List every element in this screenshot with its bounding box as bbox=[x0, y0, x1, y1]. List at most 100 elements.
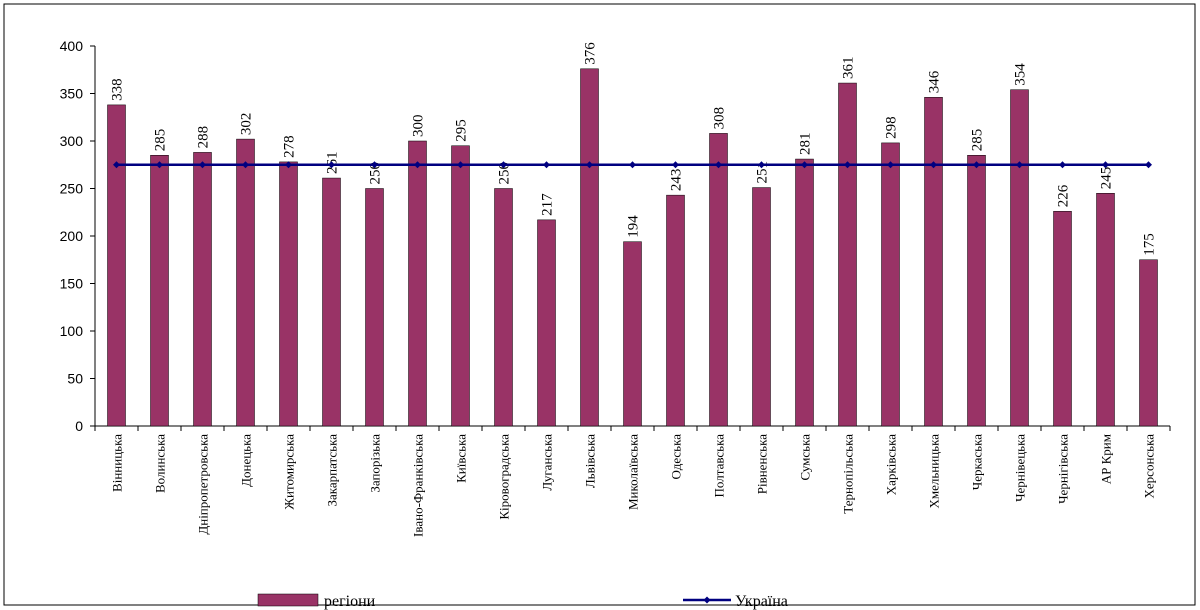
bar bbox=[666, 194, 685, 427]
x-tick-label: Запорізька bbox=[368, 434, 383, 493]
data-label: 281 bbox=[798, 133, 814, 156]
data-label: 354 bbox=[1013, 63, 1029, 86]
y-tick-label: 200 bbox=[60, 228, 84, 244]
y-tick-label: 250 bbox=[60, 181, 84, 197]
data-label: 338 bbox=[110, 78, 126, 101]
data-label: 295 bbox=[454, 119, 470, 142]
x-tick-label: Житомирська bbox=[282, 434, 297, 510]
marker bbox=[758, 161, 765, 169]
data-label: 194 bbox=[626, 215, 642, 238]
x-tick-label: Херсонська bbox=[1142, 434, 1157, 499]
bar bbox=[1010, 89, 1029, 427]
data-label: 245 bbox=[1099, 167, 1115, 190]
data-label: 298 bbox=[884, 116, 900, 139]
data-label: 288 bbox=[196, 126, 212, 149]
bar bbox=[494, 188, 513, 427]
marker bbox=[371, 161, 378, 169]
bar bbox=[623, 241, 642, 427]
y-tick-label: 50 bbox=[67, 371, 83, 387]
marker bbox=[930, 161, 937, 169]
bar bbox=[1053, 211, 1072, 427]
marker bbox=[1059, 161, 1066, 169]
marker bbox=[156, 161, 163, 169]
marker bbox=[1102, 161, 1109, 169]
x-tick-label: Черкаська bbox=[970, 434, 985, 490]
marker bbox=[113, 161, 120, 169]
x-tick-label: Хмельницька bbox=[927, 434, 942, 509]
bar bbox=[795, 158, 814, 427]
bar bbox=[279, 161, 298, 427]
marker bbox=[715, 161, 722, 169]
data-label: 361 bbox=[841, 57, 857, 80]
marker bbox=[199, 161, 206, 169]
marker bbox=[973, 161, 980, 169]
bar bbox=[451, 145, 470, 427]
y-tick-label: 350 bbox=[60, 86, 84, 102]
marker bbox=[328, 161, 335, 169]
legend-swatch bbox=[257, 593, 319, 607]
x-tick-label: Київська bbox=[454, 434, 469, 483]
marker bbox=[586, 161, 593, 169]
x-tick-label: Луганська bbox=[540, 434, 555, 491]
marker bbox=[543, 161, 550, 169]
marker bbox=[1145, 161, 1152, 169]
data-label: 243 bbox=[669, 169, 685, 192]
data-label: 346 bbox=[927, 70, 943, 93]
marker bbox=[844, 161, 851, 169]
data-label: 308 bbox=[712, 107, 728, 130]
data-label: 376 bbox=[583, 42, 599, 65]
x-tick-label: Волинська bbox=[153, 434, 168, 493]
data-label: 226 bbox=[1056, 184, 1072, 207]
legend-marker bbox=[703, 596, 711, 604]
x-tick-label: Тернопільська bbox=[841, 434, 856, 514]
marker bbox=[500, 161, 507, 169]
x-tick-label: Полтавська bbox=[712, 434, 727, 498]
x-tick-label: Харківська bbox=[884, 434, 899, 495]
bar bbox=[967, 155, 986, 427]
marker bbox=[672, 161, 679, 169]
bar bbox=[408, 140, 427, 427]
x-tick-label: Донецька bbox=[239, 434, 254, 487]
bar bbox=[838, 82, 857, 427]
y-tick-label: 100 bbox=[60, 323, 84, 339]
x-tick-label: Чернігівська bbox=[1056, 434, 1071, 504]
x-tick-label: Дніпропетровська bbox=[196, 434, 211, 535]
y-tick-label: 150 bbox=[60, 276, 84, 292]
data-label: 285 bbox=[970, 129, 986, 152]
data-label: 250 bbox=[497, 162, 513, 185]
x-tick-label: Чернівецька bbox=[1013, 434, 1028, 502]
data-label: 217 bbox=[540, 193, 556, 216]
bar bbox=[150, 155, 169, 427]
bar bbox=[193, 152, 212, 427]
bar bbox=[322, 177, 341, 427]
data-label: 302 bbox=[239, 113, 255, 136]
x-tick-label: Івано-Франківська bbox=[411, 434, 426, 537]
bar bbox=[537, 219, 556, 427]
bar bbox=[1096, 193, 1115, 427]
bar bbox=[365, 188, 384, 427]
data-label: 278 bbox=[282, 135, 298, 158]
marker bbox=[629, 161, 636, 169]
bar bbox=[107, 104, 126, 427]
bar bbox=[236, 138, 255, 427]
marker bbox=[242, 161, 249, 169]
bar bbox=[881, 142, 900, 427]
marker bbox=[457, 161, 464, 169]
bar bbox=[1139, 259, 1158, 427]
bar bbox=[752, 187, 771, 427]
data-label: 175 bbox=[1142, 233, 1158, 256]
data-label: 251 bbox=[755, 161, 771, 184]
x-tick-label: Закарпатська bbox=[325, 434, 340, 507]
bar bbox=[924, 97, 943, 427]
y-tick-label: 400 bbox=[60, 38, 84, 54]
x-tick-label: Одеська bbox=[669, 434, 684, 480]
x-tick-label: Сумська bbox=[798, 434, 813, 481]
x-tick-label: Рівненська bbox=[755, 434, 770, 494]
data-label: 250 bbox=[368, 162, 384, 185]
x-tick-label: Миколаївська bbox=[626, 434, 641, 510]
x-tick-label: Кіровоградська bbox=[497, 434, 512, 520]
legend-label: Україна bbox=[735, 593, 788, 610]
x-tick-label: Львівська bbox=[583, 434, 598, 488]
